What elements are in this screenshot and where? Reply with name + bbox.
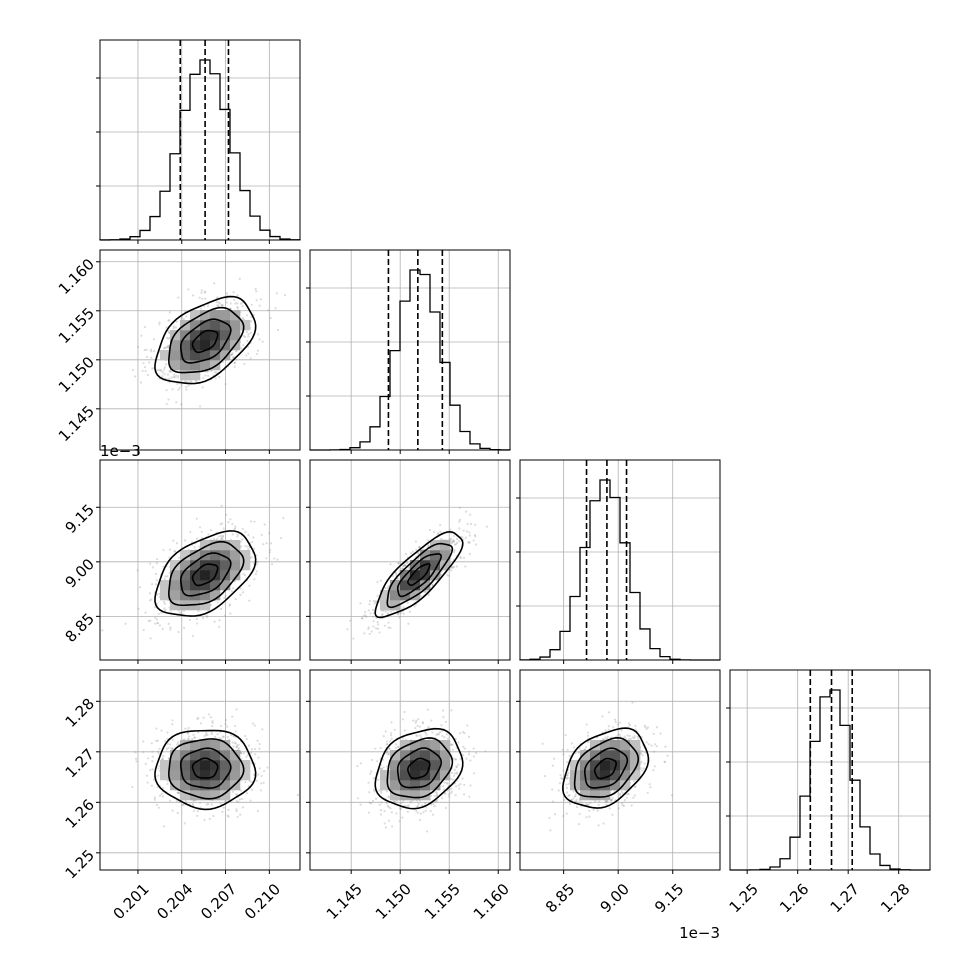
contour-3-1-0 [407, 757, 431, 780]
x-tick-label-0-2: 0.207 [197, 880, 240, 923]
contour-1-0-2 [168, 306, 245, 374]
scatter-panel-2-1 [306, 459, 511, 664]
x-tick-label-2-1: 9.00 [597, 880, 633, 916]
hist-panel-2 [516, 459, 721, 664]
scatter-panel-3-0 [96, 669, 301, 874]
contour-3-0-1 [179, 747, 232, 789]
y-tick-label-3-2: 1.27 [62, 745, 98, 781]
hist-panel-3 [726, 669, 931, 874]
scatter-frame-3-2 [519, 669, 721, 871]
contour-2-1-1 [396, 553, 442, 598]
contour-2-0-2 [168, 540, 245, 607]
contour-1-0-1 [179, 318, 232, 364]
scatter-frame-3-1 [309, 669, 511, 871]
hist-panel-1 [306, 249, 511, 454]
scatter-panel-1-0 [96, 249, 301, 454]
y-tick-label-3-3: 1.28 [62, 695, 98, 731]
contour-2-0-3 [154, 530, 257, 617]
scatter-frame-3-0 [99, 669, 301, 871]
x-tick-label-2-2: 9.15 [651, 880, 687, 916]
x-tick-label-0-0: 0.201 [110, 880, 153, 923]
hist-step-3 [729, 689, 931, 871]
x-tick-label-0-1: 0.204 [153, 880, 196, 923]
contour-2-0-0 [191, 563, 219, 587]
contour-3-2-2 [573, 736, 640, 798]
hist-frame-2 [519, 459, 721, 661]
y-tick-label-1-3: 1.160 [55, 255, 98, 298]
y-offset-label-2: 1e−3 [100, 442, 141, 460]
y-tick-label-2-1: 9.00 [62, 555, 98, 591]
x-tick-label-3-3: 1.28 [877, 880, 913, 916]
y-tick-label-3-1: 1.26 [62, 796, 98, 832]
x-tick-label-1-2: 1.155 [421, 880, 464, 923]
y-tick-label-1-0: 1.145 [55, 402, 98, 445]
contour-3-2-1 [583, 747, 629, 789]
x-offset-label-2: 1e−3 [679, 924, 720, 942]
hist-frame-3 [729, 669, 931, 871]
contour-3-2-0 [593, 757, 617, 780]
scatter-frame-2-1 [309, 459, 511, 661]
scatter-frame-2-0 [99, 459, 301, 661]
contour-3-0-2 [168, 738, 245, 800]
x-tick-label-3-2: 1.27 [827, 880, 863, 916]
contour-3-1-2 [386, 737, 454, 799]
x-tick-label-2-0: 8.85 [542, 880, 578, 916]
scatter-frame-1-0 [99, 249, 301, 451]
hist-frame-1 [309, 249, 511, 451]
contour-2-0-1 [179, 552, 232, 597]
contour-3-1-1 [396, 747, 442, 789]
hist-step-1 [309, 269, 511, 451]
hist-step-0 [99, 59, 301, 241]
x-tick-label-1-0: 1.145 [323, 880, 366, 923]
x-tick-label-3-0: 1.25 [726, 880, 762, 916]
x-tick-label-1-1: 1.150 [372, 880, 415, 923]
hist-step-2 [519, 479, 720, 661]
x-tick-label-0-3: 0.210 [241, 880, 284, 923]
contour-3-0-0 [191, 757, 219, 779]
scatter-panel-2-0 [96, 459, 301, 664]
corner-panels: 1.1451.1501.1551.1608.859.009.151e−31.25… [55, 39, 931, 942]
contour-1-0-3 [154, 295, 257, 385]
contour-2-1-0 [407, 563, 431, 587]
contour-3-0-3 [154, 729, 257, 811]
contour-3-1-3 [374, 727, 464, 810]
y-tick-label-3-0: 1.25 [62, 846, 98, 882]
contour-3-2-3 [562, 727, 650, 809]
contour-2-1-3 [374, 530, 464, 619]
y-tick-label-2-2: 9.15 [62, 501, 98, 537]
x-tick-label-1-3: 1.160 [470, 880, 513, 923]
contour-2-1-2 [386, 542, 454, 609]
y-tick-label-1-2: 1.155 [55, 304, 98, 347]
x-tick-label-3-1: 1.26 [776, 880, 812, 916]
y-tick-label-1-1: 1.150 [55, 353, 98, 396]
hist-frame-0 [99, 39, 301, 241]
hist-panel-0 [96, 39, 301, 244]
scatter-panel-3-1 [306, 669, 511, 874]
y-tick-label-2-0: 8.85 [62, 610, 98, 646]
scatter-panel-3-2 [516, 669, 721, 874]
contour-1-0-0 [191, 329, 219, 354]
